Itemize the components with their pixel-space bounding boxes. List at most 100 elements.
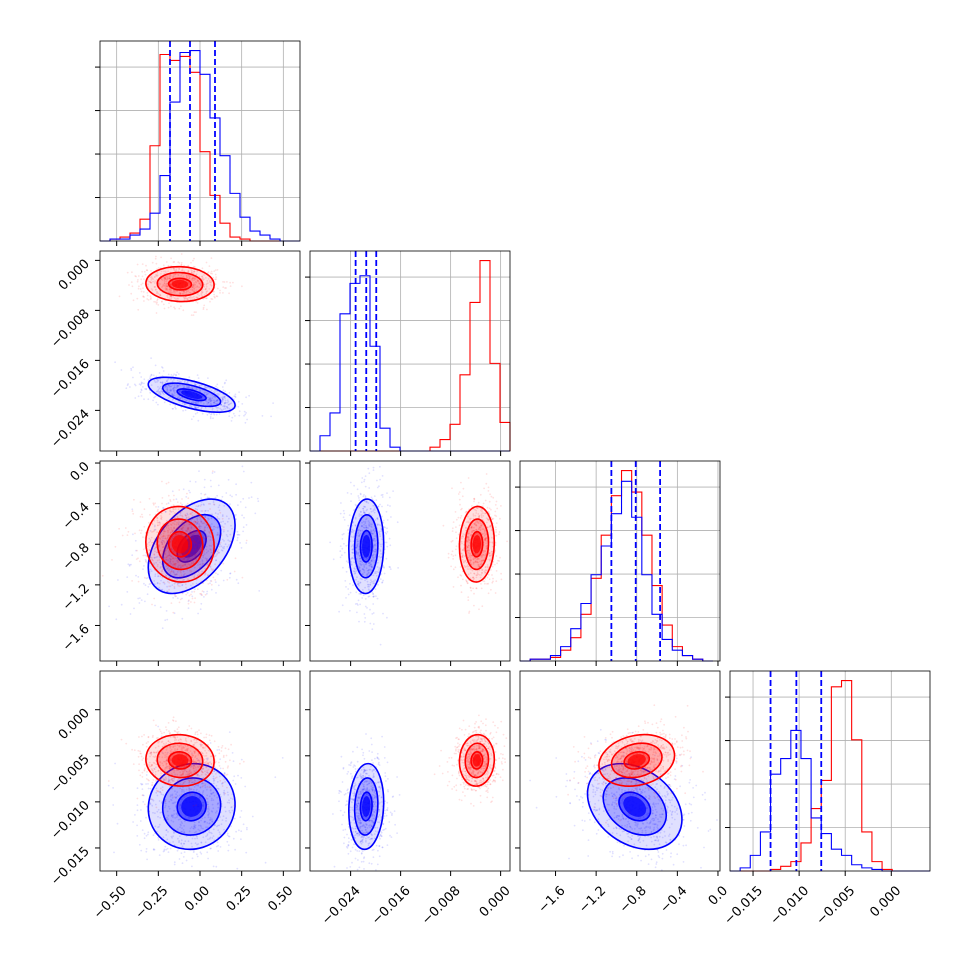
sample-point — [154, 528, 157, 531]
sample-point — [359, 562, 361, 565]
sample-point — [161, 588, 164, 591]
sample-point — [237, 400, 240, 403]
sample-point — [465, 510, 468, 513]
sample-point — [191, 387, 194, 390]
sample-point — [172, 290, 175, 292]
sample-point — [224, 399, 227, 402]
sample-point — [475, 523, 477, 526]
sample-point — [220, 396, 223, 399]
sample-point — [166, 277, 169, 280]
sample-point — [207, 857, 210, 860]
sample-point — [186, 565, 188, 568]
sample-point — [193, 277, 196, 280]
sample-point — [171, 393, 174, 396]
sample-point — [354, 516, 357, 519]
sample-point — [197, 505, 199, 508]
sample-point — [126, 384, 129, 387]
sample-point — [180, 274, 183, 277]
sample-point — [192, 259, 194, 262]
sample-point — [211, 820, 214, 823]
sample-point — [172, 516, 175, 518]
sample-point — [364, 518, 367, 521]
scatter-panel-4-1 — [95, 670, 301, 876]
sample-point — [157, 725, 160, 728]
scatter-panel-3-2 — [305, 460, 511, 666]
sample-point — [128, 563, 131, 566]
sample-point — [164, 278, 167, 280]
sample-point — [160, 389, 163, 392]
sample-point — [164, 285, 167, 288]
sample-point — [183, 558, 186, 561]
sample-point — [195, 830, 197, 833]
sample-point — [212, 835, 215, 837]
sample-point — [183, 820, 186, 823]
sample-point — [198, 821, 200, 824]
sample-point — [189, 569, 191, 572]
sample-point — [167, 378, 170, 380]
sample-point — [182, 409, 185, 412]
sample-point — [169, 585, 172, 588]
sample-point — [217, 844, 220, 847]
sample-point — [149, 540, 152, 543]
sample-point — [468, 517, 471, 520]
sample-point — [191, 537, 194, 540]
sample-point — [490, 569, 492, 571]
sample-point — [213, 290, 215, 293]
density-contour — [464, 518, 490, 571]
sample-point — [364, 617, 367, 619]
sample-point — [185, 559, 188, 562]
sample-point — [194, 771, 197, 773]
sample-point — [224, 401, 227, 404]
sample-point — [183, 402, 186, 405]
sample-point — [357, 495, 360, 497]
sample-point — [234, 557, 237, 560]
sample-point — [155, 546, 157, 549]
sample-point — [351, 557, 354, 560]
sample-point — [375, 553, 377, 556]
sample-point — [360, 514, 362, 517]
sample-point — [370, 532, 373, 535]
sample-point — [462, 549, 464, 551]
sample-point — [218, 551, 221, 554]
sample-point — [221, 546, 224, 549]
sample-point — [213, 770, 216, 772]
sample-point — [148, 280, 150, 283]
sample-point — [200, 284, 202, 287]
sample-point — [206, 803, 209, 806]
sample-point — [220, 569, 223, 572]
sample-point — [151, 276, 153, 279]
sample-point — [473, 561, 475, 564]
sample-point — [349, 591, 352, 594]
sample-point — [204, 557, 207, 560]
sample-point — [159, 566, 162, 568]
sample-point — [352, 531, 354, 533]
sample-point — [480, 556, 483, 559]
sample-point — [214, 278, 217, 281]
sample-point — [140, 381, 143, 384]
sample-point — [213, 503, 216, 506]
sample-point — [194, 481, 197, 483]
sample-point — [339, 512, 342, 515]
sample-point — [165, 519, 168, 522]
sample-point — [180, 830, 183, 833]
sample-point — [166, 585, 169, 588]
sample-point — [188, 376, 191, 378]
sample-point — [172, 557, 175, 560]
sample-point — [199, 567, 202, 569]
sample-point — [498, 560, 500, 562]
sample-point — [468, 539, 471, 542]
sample-point — [156, 298, 159, 300]
sample-point — [175, 533, 178, 535]
sample-point — [350, 564, 353, 566]
sample-point — [367, 583, 370, 586]
panel-frame — [309, 460, 511, 662]
sample-point — [186, 502, 189, 505]
sample-point — [484, 512, 487, 515]
sample-point — [461, 556, 463, 558]
sample-point — [350, 558, 352, 560]
sample-point — [159, 392, 162, 395]
sample-point — [485, 542, 487, 544]
sample-point — [176, 578, 179, 581]
sample-point — [458, 491, 461, 493]
sample-point — [177, 818, 180, 821]
